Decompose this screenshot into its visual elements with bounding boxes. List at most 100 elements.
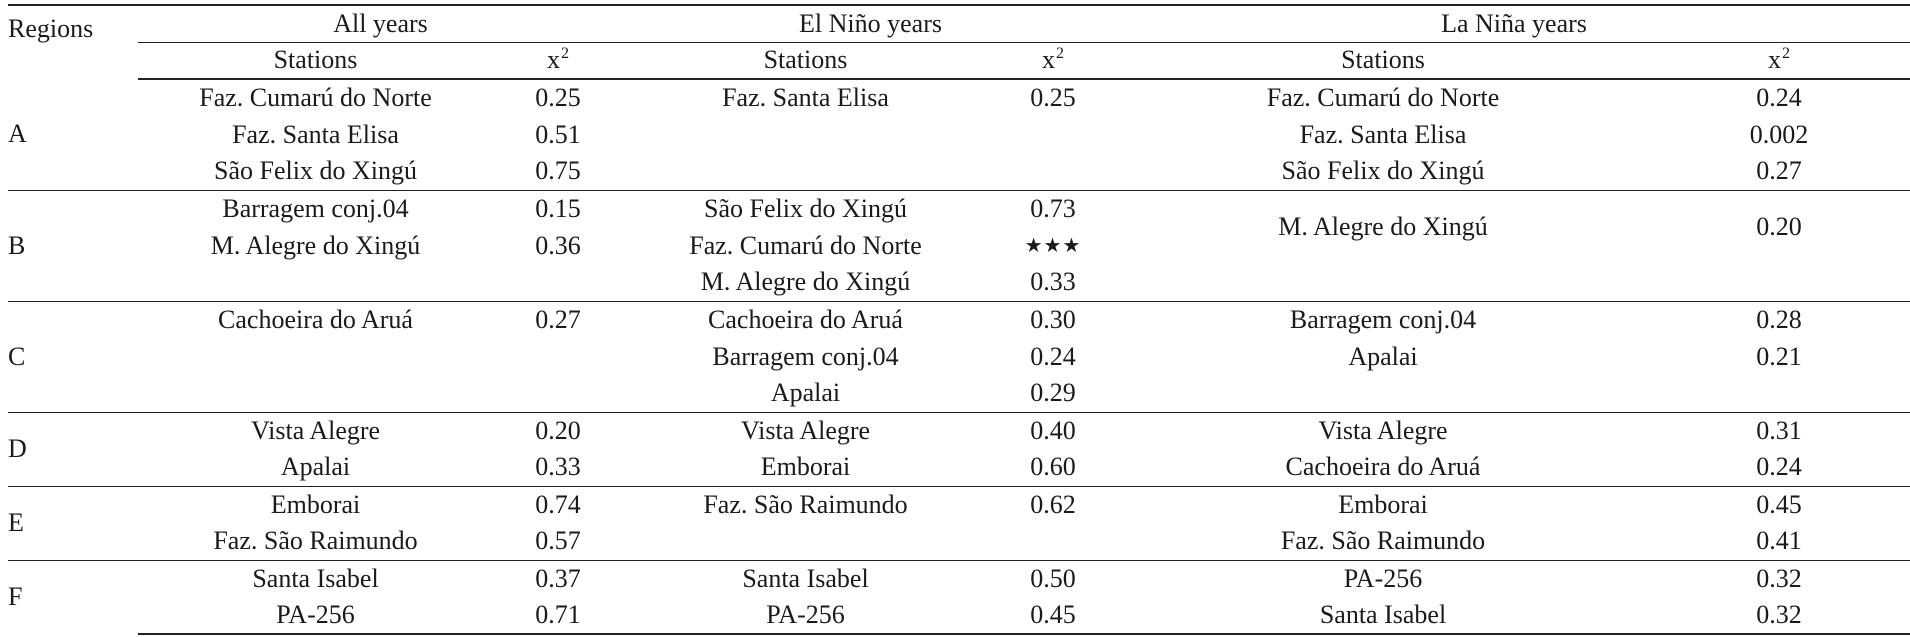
station-cell: Emborai	[138, 485, 493, 523]
region-label: C	[8, 300, 138, 412]
x2-cell: 0.20	[1648, 189, 1910, 264]
station-cell: São Felix do Xingú	[214, 156, 417, 186]
x2-cell: 0.57	[535, 526, 581, 556]
station-cell: Santa Isabel	[1118, 597, 1648, 635]
x2-cell: 0.27	[1756, 156, 1802, 186]
x2-cell: 0.002	[1749, 119, 1809, 149]
station-cell: Barragem conj.04	[1118, 300, 1648, 338]
x2-header-lanina: x2	[1648, 42, 1910, 80]
x2-cell: 0.60	[1030, 452, 1076, 482]
station-cell	[1118, 375, 1648, 412]
x2-cell: 0.31	[1648, 411, 1910, 449]
station-cell: Vista Alegre	[623, 411, 988, 449]
table-row: PA-256 0.71 PA-256 0.45 Santa Isabel 0.32	[8, 597, 1910, 635]
x2-cell: 0.15	[493, 189, 623, 227]
x2-cell	[988, 116, 1118, 153]
x2-cell: 0.25	[1030, 83, 1076, 112]
x2-cell	[988, 523, 1118, 560]
station-cell: Emborai	[760, 452, 851, 482]
table-row: Apalai 0.29	[8, 375, 1910, 412]
x2-cell	[493, 264, 623, 301]
station-cell	[138, 264, 493, 301]
x2-cell: 0.45	[1648, 485, 1910, 523]
table-row: D Vista Alegre 0.20 Vista Alegre 0.40 Vista A…	[8, 411, 1910, 486]
table-row: B Barragem conj.04 0.15 São Felix do Xingú 0…	[8, 189, 1910, 301]
station-cell: PA-256	[623, 597, 988, 635]
table-row: F Santa Isabel 0.37 Santa Isabel 0.50 PA-256 0…	[8, 559, 1910, 634]
x2-cell: 0.32	[1648, 559, 1910, 597]
region-label: D	[8, 411, 138, 486]
table-row: Barragem conj.04 0.24 Apalai 0.21	[8, 338, 1910, 375]
station-cell: São Felix do Xingú	[623, 189, 988, 227]
station-cell: Barragem conj.04	[712, 341, 899, 371]
x2-cell: 0.32	[1648, 597, 1910, 635]
station-cell: Santa Isabel	[138, 559, 493, 597]
x2-cell	[1648, 264, 1910, 301]
x2-cell: ★★★	[1024, 235, 1082, 257]
station-cell: Faz. São Raimundo	[1280, 526, 1486, 556]
station-cell: Apalai	[280, 452, 351, 482]
region-label: B	[8, 189, 138, 301]
table-row: E Emborai 0.74 Faz. São Raimundo 0.62 Emborai…	[8, 485, 1910, 560]
table-row: A Faz. Cumarú do Norte 0.25 Faz. Santa Elis…	[8, 79, 1910, 148]
station-cell: Cachoeira do Aruá	[138, 300, 493, 338]
stations-header-lanina: Stations	[1118, 42, 1648, 80]
station-cell	[138, 338, 493, 375]
x2-cell: 0.29	[1030, 378, 1076, 408]
region-label: E	[8, 485, 138, 560]
stations-header-elnino: Stations	[623, 42, 988, 80]
table-row: Apalai 0.33 Emborai 0.60 Cachoeira do Aruá 0.…	[8, 449, 1910, 486]
x2-cell: 0.27	[493, 300, 623, 338]
group-header-la-nina: La Niña years	[1118, 4, 1910, 43]
station-cell: Faz. Santa Elisa	[232, 119, 399, 149]
x2-cell: 0.62	[988, 485, 1118, 523]
x2-cell	[1648, 375, 1910, 412]
x2-cell: 0.20	[493, 411, 623, 449]
station-cell	[623, 523, 988, 560]
table-header: Regions All years El Niño years La Niña …	[8, 4, 1910, 80]
station-cell: Faz. São Raimundo	[213, 526, 418, 556]
table-row: M. Alegre do Xingú 0.33	[8, 264, 1910, 301]
station-cell: Faz. Santa Elisa	[1299, 119, 1467, 149]
station-cell	[138, 375, 493, 412]
x2-header-all: x2	[493, 42, 623, 80]
region-label: A	[8, 119, 27, 149]
stations-header-all: Stations	[138, 42, 493, 80]
x2-cell: 0.33	[1030, 267, 1076, 297]
x2-cell	[493, 375, 623, 412]
x2-cell: 0.24	[1756, 83, 1802, 112]
x2-cell: 0.21	[1756, 341, 1802, 371]
table-row: M. Alegre do Xingú 0.36 Faz. Cumarú do Nor…	[8, 227, 1910, 264]
station-cell: Santa Isabel	[623, 559, 988, 597]
x2-cell: 0.25	[535, 83, 581, 112]
station-cell: Faz. Cumarú do Norte	[199, 83, 432, 112]
station-cell: M. Alegre do Xingú	[700, 267, 911, 297]
x2-cell: 0.51	[535, 119, 581, 149]
station-cell: Faz. Santa Elisa	[722, 83, 889, 112]
table-row: C Cachoeira do Aruá 0.27 Cachoeira do Aruá 0…	[8, 300, 1910, 412]
station-cell: Vista Alegre	[1118, 411, 1648, 449]
x2-cell: 0.74	[493, 485, 623, 523]
station-cell: PA-256	[138, 597, 493, 635]
x2-cell: 0.45	[988, 597, 1118, 635]
x2-cell: 0.71	[493, 597, 623, 635]
x2-cell: 0.33	[535, 452, 581, 482]
x2-cell: 0.36	[535, 230, 581, 260]
x2-cell: 0.37	[493, 559, 623, 597]
station-cell: Vista Alegre	[138, 411, 493, 449]
station-cell: M. Alegre do Xingú	[210, 230, 421, 260]
station-cell: Barragem conj.04	[138, 189, 493, 227]
table-row: Faz. Santa Elisa 0.51 Faz. Santa Elisa 0.00…	[8, 116, 1910, 153]
x2-cell: 0.73	[988, 189, 1118, 227]
station-cell: Faz. Cumarú do Norte	[1266, 83, 1500, 112]
group-header-el-nino: El Niño years	[623, 4, 1118, 43]
station-cell: Cachoeira do Aruá	[1285, 452, 1481, 482]
station-cell: Apalai	[770, 378, 841, 408]
station-cell: M. Alegre do Xingú	[1118, 189, 1648, 264]
station-cell	[1118, 264, 1648, 301]
x2-cell	[493, 338, 623, 375]
x2-cell: 0.75	[535, 156, 581, 186]
station-cell: Faz. Cumarú do Norte	[689, 230, 922, 260]
table-row: São Felix do Xingú 0.75 São Felix do Xingú…	[8, 153, 1910, 190]
table-row: Faz. São Raimundo 0.57 Faz. São Raimundo 0.…	[8, 523, 1910, 560]
